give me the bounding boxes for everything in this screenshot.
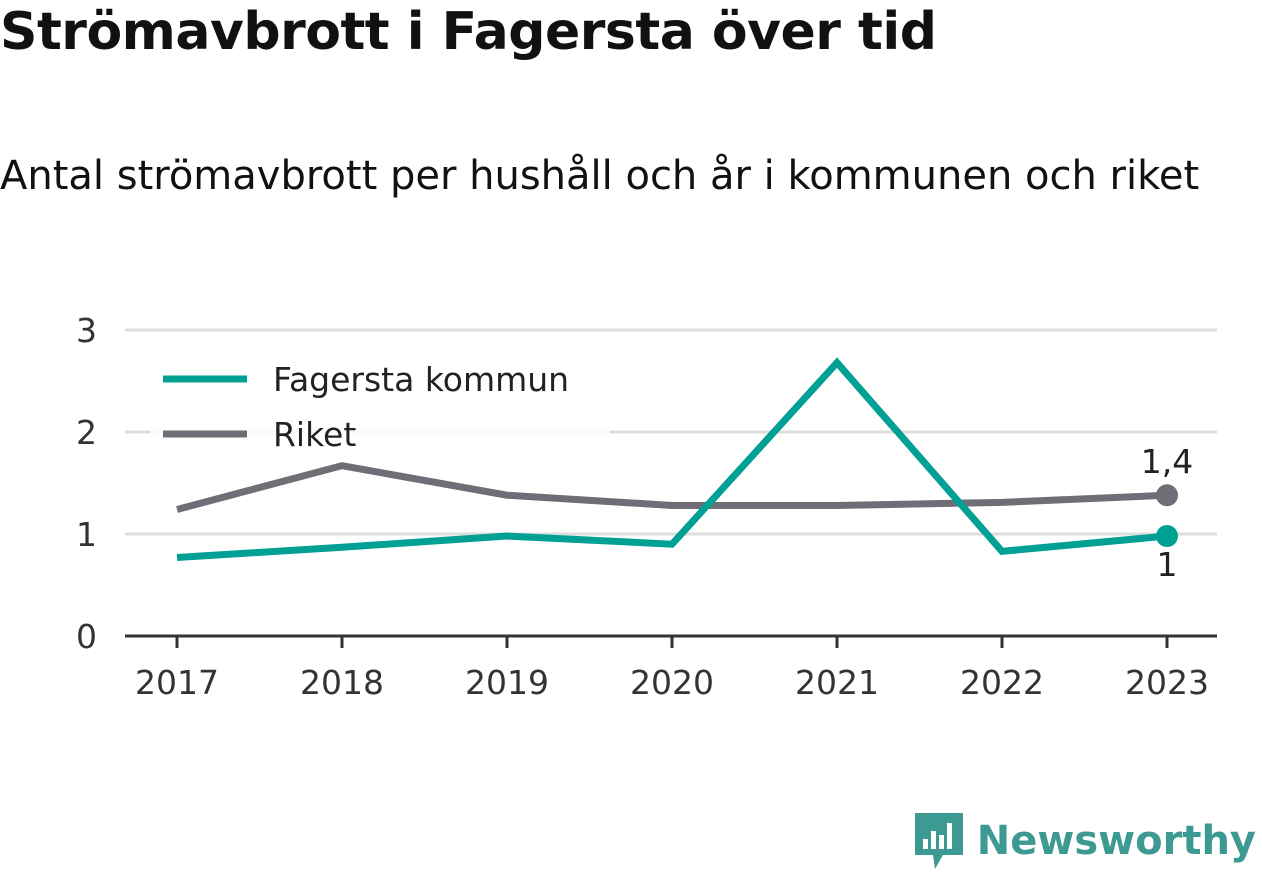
y-tick-label: 1: [76, 515, 97, 554]
axis-layer: 0 1 2 3 2017 2018 2019 2020 2021 2022 2023: [76, 311, 1217, 702]
y-tick-label: 2: [76, 413, 97, 452]
x-tick-label: 2017: [135, 663, 219, 702]
series-line: [176, 462, 1168, 513]
end-value-label: 1: [1157, 545, 1178, 584]
x-tick-label: 2021: [795, 663, 879, 702]
brand-name: Newsworthy: [976, 818, 1256, 864]
x-tick-label: 2020: [630, 663, 714, 702]
legend-background: [150, 350, 610, 458]
series-endpoint: [1156, 484, 1178, 507]
series-line: [176, 357, 1168, 561]
x-tick-label: 2018: [300, 663, 384, 702]
end-value-label: 1,4: [1141, 442, 1193, 481]
x-tick-label: 2023: [1125, 663, 1209, 702]
label-layer: 1,41: [1141, 442, 1193, 584]
brand-logo: Newsworthy: [913, 811, 1256, 871]
series-endpoint: [1156, 525, 1178, 548]
legend-label: Riket: [273, 415, 356, 454]
x-tick-label: 2022: [960, 663, 1044, 702]
chart-subtitle: Antal strömavbrott per hushåll och år i …: [0, 153, 1200, 199]
y-tick-label: 3: [76, 311, 97, 350]
legend-label: Fagersta kommun: [273, 360, 569, 399]
series-layer: [176, 357, 1178, 561]
y-tick-label: 0: [76, 617, 97, 656]
x-tick-label: 2019: [465, 663, 549, 702]
chart-title: Strömavbrott i Fagersta över tid: [0, 2, 937, 62]
newsworthy-logo-icon: [914, 813, 963, 869]
legend: Fagersta kommun Riket: [150, 350, 610, 458]
